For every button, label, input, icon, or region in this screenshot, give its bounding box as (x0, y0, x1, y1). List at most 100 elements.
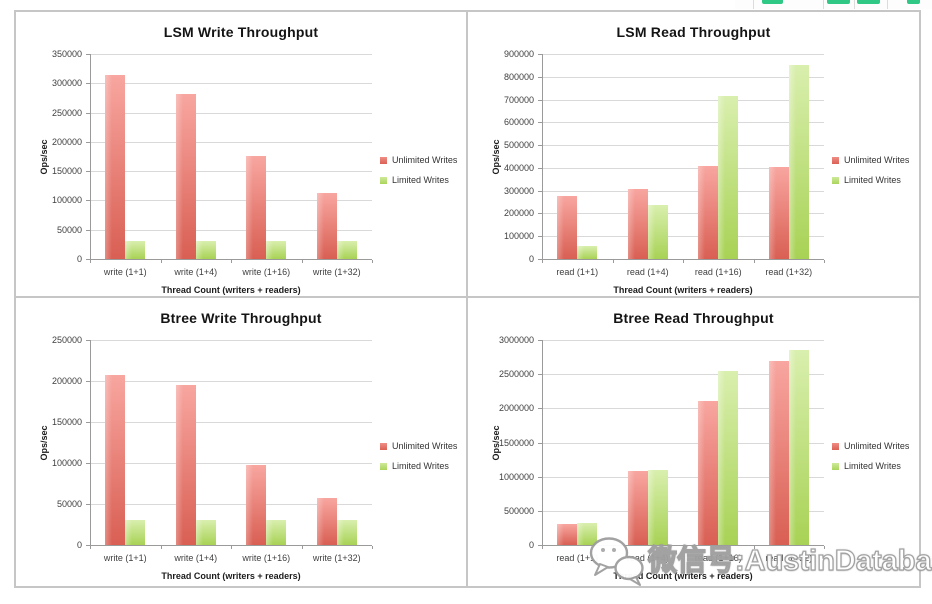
legend-swatch-limited-writes (380, 462, 387, 470)
toolbar-icon-fragment[interactable] (857, 0, 880, 4)
x-tick-mark (683, 546, 684, 549)
y-tick-label: 150000 (51, 417, 82, 427)
y-tick-mark (86, 422, 90, 423)
bar-unlimited-writes (105, 74, 126, 259)
x-category-label: read (1+1) (556, 267, 599, 277)
gridline (542, 122, 824, 124)
y-tick-label: 0 (76, 254, 82, 264)
y-tick-label: 600000 (503, 117, 534, 128)
chart-title: Btree Write Throughput (160, 310, 322, 326)
y-tick-mark (86, 545, 90, 546)
bar-unlimited-writes (246, 155, 267, 259)
y-tick-label: 350000 (51, 49, 82, 59)
bar-unlimited-writes (698, 166, 719, 259)
y-tick-mark (538, 54, 542, 55)
y-tick-mark (538, 408, 542, 410)
y-axis-line (90, 54, 91, 259)
legend-swatch-unlimited-writes (832, 156, 839, 164)
toolbar-icon-fragment[interactable] (827, 0, 850, 4)
x-axis-title: Thread Count (writers + readers) (161, 285, 301, 295)
toolbar-icon-fragment[interactable] (762, 0, 783, 4)
x-tick-mark (301, 260, 303, 263)
y-tick-mark (538, 213, 542, 215)
gridline (542, 99, 824, 101)
gridline (90, 340, 372, 341)
y-axis-line (542, 54, 543, 259)
y-tick-label: 3000000 (498, 335, 534, 345)
bar-limited-writes (718, 95, 739, 259)
y-tick-mark (538, 122, 542, 124)
toolbar-separator (887, 0, 888, 9)
y-tick-mark (538, 76, 542, 78)
toolbar-icon-fragment[interactable] (907, 0, 920, 4)
gridline (542, 408, 824, 410)
x-category-label: read (1+4) (626, 267, 669, 277)
gridline (542, 236, 824, 238)
y-tick-mark (538, 545, 542, 546)
y-axis-line (542, 340, 543, 545)
x-axis-title: Thread Count (writers + readers) (613, 285, 753, 295)
legend: Unlimited Writes Limited Writes (832, 441, 909, 481)
y-tick-label: 900000 (503, 49, 534, 59)
y-tick-mark (86, 83, 90, 85)
legend-label: Limited Writes (392, 461, 449, 471)
gridline (542, 76, 824, 78)
bar-unlimited-writes (557, 195, 578, 259)
bar-limited-writes (577, 523, 598, 545)
x-tick-mark (753, 546, 755, 549)
y-tick-label: 700000 (503, 94, 534, 105)
x-category-label: read (1+32) (765, 553, 813, 563)
toolbar-separator (854, 0, 855, 9)
gridline (542, 167, 824, 169)
y-tick-mark (86, 259, 90, 260)
gridline (90, 54, 372, 55)
legend-entry: Limited Writes (380, 175, 457, 185)
y-tick-mark (538, 340, 542, 341)
y-axis-line (90, 340, 91, 545)
bar-limited-writes (788, 349, 809, 545)
legend-entry: Unlimited Writes (832, 441, 909, 451)
bar-unlimited-writes (768, 167, 789, 259)
gridline (90, 83, 372, 85)
gridline (542, 374, 824, 376)
legend-label: Unlimited Writes (844, 441, 910, 451)
x-tick-mark (542, 260, 543, 263)
x-category-label: write (1+32) (312, 267, 361, 277)
legend-entry: Limited Writes (380, 461, 457, 471)
gridline (90, 141, 372, 143)
x-category-label: write (1+16) (242, 267, 291, 277)
x-tick-mark (231, 546, 232, 549)
x-tick-mark (160, 546, 162, 549)
legend-swatch-limited-writes (380, 176, 387, 184)
bar-unlimited-writes (557, 523, 578, 545)
bar-unlimited-writes (768, 361, 789, 545)
bar-unlimited-writes (627, 189, 648, 259)
gridline (542, 145, 824, 147)
x-axis-title: Thread Count (writers + readers) (161, 571, 301, 581)
y-tick-mark (86, 340, 90, 341)
legend-swatch-unlimited-writes (380, 442, 387, 450)
bar-unlimited-writes (316, 498, 337, 545)
bar-limited-writes (266, 241, 287, 259)
y-tick-mark (86, 463, 90, 464)
bar-limited-writes (195, 241, 216, 259)
y-tick-mark (538, 476, 542, 478)
y-tick-mark (86, 200, 90, 202)
y-tick-mark (538, 236, 542, 238)
watermark: 微信号:AustinDatabases (588, 536, 932, 586)
x-axis-line (538, 259, 824, 260)
chart-title: Btree Read Throughput (613, 310, 774, 326)
y-axis-title: Ops/sec (39, 138, 49, 175)
y-tick-mark (538, 510, 542, 512)
bar-unlimited-writes (105, 375, 126, 545)
x-category-label: read (1+1) (556, 553, 599, 563)
x-tick-mark (683, 260, 684, 263)
gridline (90, 229, 372, 231)
bar-limited-writes (647, 469, 668, 545)
legend-label: Limited Writes (844, 461, 901, 471)
x-tick-mark (372, 546, 373, 549)
y-tick-label: 300000 (503, 185, 534, 196)
x-tick-mark (753, 260, 755, 263)
bar-unlimited-writes (698, 400, 719, 545)
chart-panel-lsm-read-throughput: LSM Read Throughput read (1+1) read (1+4) r… (468, 12, 919, 298)
